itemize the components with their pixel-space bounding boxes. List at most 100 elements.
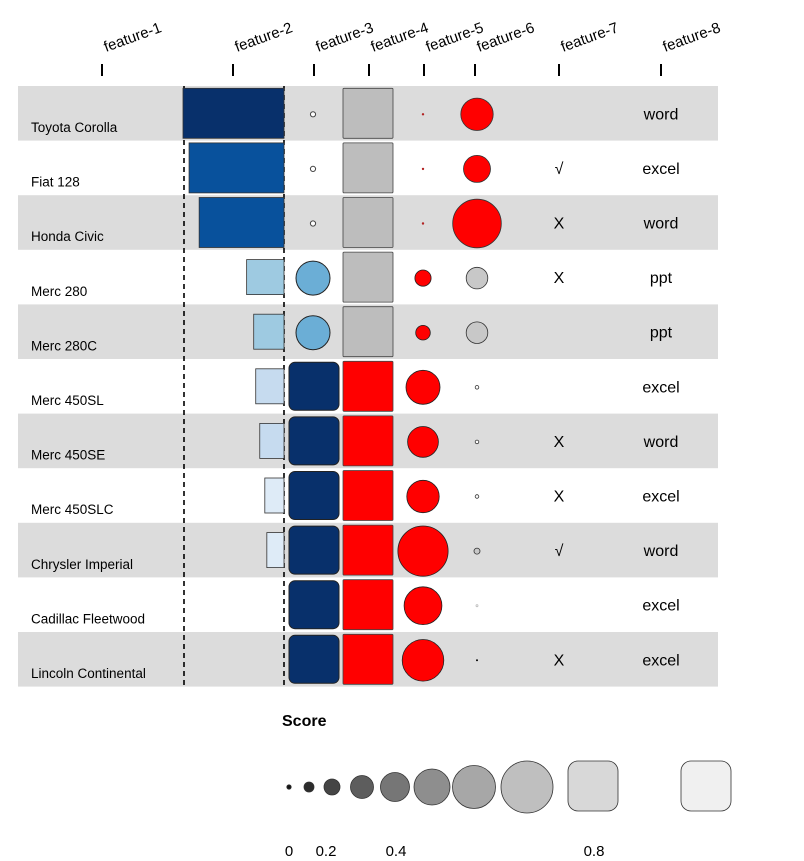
feature-6-circle xyxy=(452,198,502,249)
feature-4-square xyxy=(342,415,394,467)
legend-square xyxy=(680,760,732,812)
feature-6-circle xyxy=(476,659,478,662)
feature-2-bar xyxy=(246,259,285,296)
feature-7-symbol: X xyxy=(554,270,565,287)
column-header-feature-3: feature-3 xyxy=(314,19,376,56)
row-label: Fiat 128 xyxy=(31,175,80,190)
row-label: Chrysler Imperial xyxy=(31,557,133,572)
row-labels: Toyota Corolla Fiat 128 Honda Civic Merc 28… xyxy=(31,120,146,681)
feature-3-square xyxy=(288,361,340,411)
feature-7-symbol: X xyxy=(554,216,565,233)
feature-4-square xyxy=(342,633,394,685)
column-header-feature-4: feature-4 xyxy=(369,19,431,56)
feature-7-symbol: √ xyxy=(555,543,564,560)
feature-5-circle xyxy=(401,639,445,682)
column-header-feature-1: feature-1 xyxy=(102,19,164,56)
legend-circle xyxy=(413,768,451,806)
feature-6-circle xyxy=(474,494,480,499)
legend-tick-label: 0.2 xyxy=(316,843,337,860)
feature-8-label: excel xyxy=(642,652,679,669)
feature-2-bar xyxy=(188,142,285,194)
feature-3-square xyxy=(288,471,340,520)
feature-2-bar xyxy=(182,87,285,139)
feature-5-circle xyxy=(414,269,432,287)
feature-6-circle xyxy=(475,604,479,608)
legend-tick-label: 0.4 xyxy=(386,843,407,860)
row-label: Toyota Corolla xyxy=(31,120,118,135)
feature-3-circle xyxy=(309,220,317,227)
feature-4-square xyxy=(342,360,394,412)
legend-square xyxy=(567,760,619,812)
feature-4-square xyxy=(342,579,394,631)
feature-5-circle xyxy=(397,525,449,577)
feature-2-bar xyxy=(259,422,285,459)
feature-2-bar xyxy=(253,313,285,350)
feature-3-circle xyxy=(295,260,331,296)
feature-5-circle xyxy=(405,369,441,405)
feature-3-circle xyxy=(309,165,317,172)
feature-8-label: word xyxy=(643,543,679,560)
row-label: Lincoln Continental xyxy=(31,666,146,681)
feature-6-circle xyxy=(474,439,480,445)
legend-tick-label: 0.8 xyxy=(584,843,605,860)
feature-8-label: excel xyxy=(642,598,679,615)
feature-3-circle xyxy=(295,315,331,351)
feature-5-circle xyxy=(415,325,431,341)
feature-5-circle xyxy=(421,167,425,171)
legend-circle xyxy=(500,760,554,814)
feature-4-square xyxy=(342,197,394,248)
legend-circle xyxy=(350,775,374,799)
feature-4-square xyxy=(342,306,394,358)
row-label: Merc 450SE xyxy=(31,448,105,463)
feature-8-label: excel xyxy=(642,489,679,506)
feature-4-square xyxy=(342,142,394,194)
legend-circle xyxy=(303,781,315,793)
feature-8-label: word xyxy=(643,216,679,233)
feature-6-circle xyxy=(463,154,491,183)
feature-3-square xyxy=(288,580,340,630)
feature-6-circle xyxy=(473,547,481,555)
score-legend: Score 0 0.2 0.4 0.8 xyxy=(282,713,732,860)
feature-5-circle xyxy=(421,113,425,116)
column-header-feature-8: feature-8 xyxy=(661,19,723,56)
legend-circle xyxy=(380,772,410,802)
feature-8-label: ppt xyxy=(650,325,673,342)
feature-2-bar xyxy=(264,477,285,514)
feature-8-label: excel xyxy=(642,161,679,178)
feature-5-circle xyxy=(403,586,443,625)
legend-circle xyxy=(323,778,341,796)
feature-8-label: excel xyxy=(642,379,679,396)
feature-6-circle xyxy=(465,266,489,290)
legend-tick-label: 0 xyxy=(285,843,293,860)
feature-4-square xyxy=(342,251,394,303)
legend-circle xyxy=(452,765,496,809)
feature-2-bar xyxy=(198,197,285,248)
row-label: Merc 280C xyxy=(31,338,97,353)
feature-3-circle xyxy=(309,111,317,118)
feature-4-square xyxy=(342,524,394,576)
feature-2-bar xyxy=(266,532,285,568)
feature-3-square xyxy=(288,634,340,684)
row-label: Merc 450SLC xyxy=(31,502,114,517)
row-label: Cadillac Fleetwood xyxy=(31,611,145,626)
data-cells: word √ excel X word X ppt ppt excel X word X excel √ w… xyxy=(182,86,680,687)
column-headers: feature-1 feature-2 feature-3feature-4feat… xyxy=(101,19,723,76)
feature-2-bar xyxy=(255,368,285,405)
feature-5-circle xyxy=(406,479,440,514)
feature-8-label: ppt xyxy=(650,270,673,287)
feature-4-square xyxy=(342,470,394,521)
feature-8-label: word xyxy=(643,106,679,123)
feature-6-circle xyxy=(460,97,494,131)
feature-6-circle xyxy=(474,385,480,390)
row-label: Merc 280 xyxy=(31,284,87,299)
feature-8-label: word xyxy=(643,434,679,451)
feature-7-symbol: √ xyxy=(555,161,564,178)
feature-5-circle xyxy=(421,222,425,225)
feature-7-symbol: X xyxy=(554,652,565,669)
feature-7-symbol: X xyxy=(554,434,565,451)
feature-3-square xyxy=(288,416,340,466)
column-header-feature-7: feature-7 xyxy=(559,19,621,56)
feature-5-circle xyxy=(407,426,439,458)
row-label: Merc 450SL xyxy=(31,393,104,408)
